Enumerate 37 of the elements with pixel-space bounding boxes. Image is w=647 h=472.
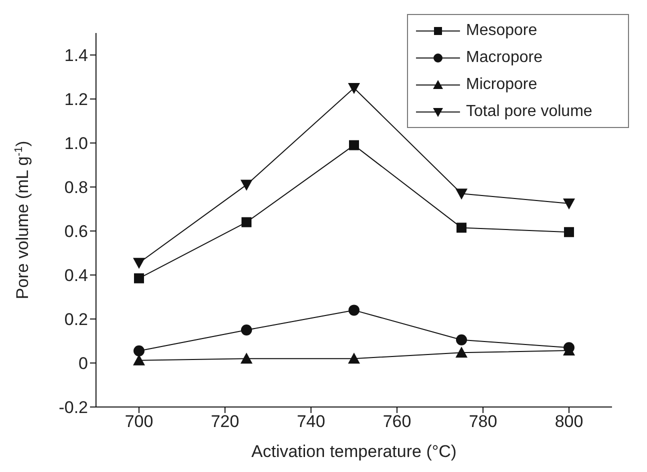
point xyxy=(242,217,252,228)
point xyxy=(133,258,145,269)
point xyxy=(456,346,468,358)
point xyxy=(564,227,574,238)
legend-label: Total pore volume xyxy=(466,102,592,120)
x-tick-label: 800 xyxy=(554,412,584,432)
legend-label: Macropore xyxy=(466,48,542,66)
y-tick-label: -0.2 xyxy=(58,398,88,418)
x-axis-title: Activation temperature (°C) xyxy=(251,442,457,461)
point xyxy=(563,198,575,210)
x-tick-label: 740 xyxy=(296,412,326,432)
y-tick-label: 1.0 xyxy=(64,134,88,154)
point xyxy=(134,273,144,284)
y-tick-label: 0.2 xyxy=(64,310,88,330)
x-tick-label: 760 xyxy=(382,412,412,432)
point xyxy=(134,345,144,356)
point xyxy=(241,324,252,336)
point xyxy=(348,83,360,94)
x-tick-label: 780 xyxy=(468,412,498,432)
point xyxy=(456,222,466,233)
point xyxy=(456,334,467,346)
y-tick-label: 0 xyxy=(78,354,88,374)
y-tick-label: 0.6 xyxy=(64,222,88,242)
y-tick-label: 0.4 xyxy=(64,266,88,286)
point xyxy=(240,180,252,191)
point xyxy=(456,188,468,200)
x-tick-label: 720 xyxy=(210,412,240,432)
point xyxy=(348,352,360,364)
y-tick-label: 0.8 xyxy=(64,178,88,198)
x-tick-label: 700 xyxy=(124,412,154,432)
legend-label: Micropore xyxy=(466,76,538,94)
legend-label: Mesopore xyxy=(466,22,538,40)
point xyxy=(348,304,360,316)
y-tick-label: 1.2 xyxy=(64,90,88,110)
point xyxy=(240,352,252,364)
point xyxy=(349,140,359,150)
y-tick-label: 1.4 xyxy=(64,46,88,66)
